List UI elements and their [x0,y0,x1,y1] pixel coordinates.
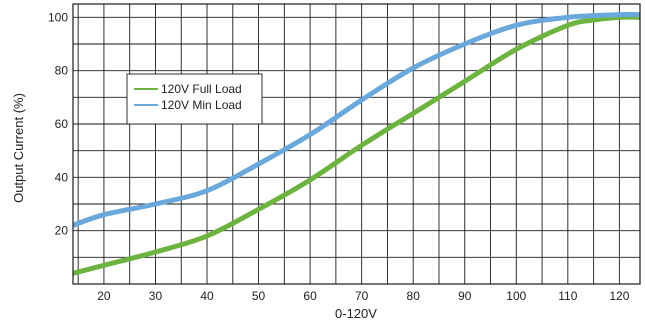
legend: 120V Full Load 120V Min Load [126,73,263,125]
series-line-min-load [73,11,640,228]
series-lines [73,11,640,276]
y-tick-label: 20 [55,224,69,238]
x-tick-labels: 20 30 40 50 60 70 80 90 100 110 120 [97,289,629,303]
x-tick-label: 50 [252,289,266,303]
x-axis-title: 0-120V [335,306,377,321]
y-tick-label: 80 [55,64,69,78]
y-tick-label: 100 [48,10,68,24]
legend-label-min-load: 120V Min Load [161,98,242,112]
y-tick-label: 60 [55,117,69,131]
x-tick-label: 120 [609,289,629,303]
series-line-full-load [73,14,640,276]
x-tick-label: 80 [407,289,421,303]
y-tick-labels: 20 40 60 80 100 [48,10,68,237]
x-tick-label: 100 [506,289,526,303]
y-axis-title: Output Current (%) [11,93,26,203]
y-tick-label: 40 [55,170,69,184]
legend-box [126,73,263,125]
x-tick-label: 110 [558,289,577,303]
x-tick-label: 20 [97,289,111,303]
x-tick-label: 70 [355,289,369,303]
x-tick-label: 30 [149,289,163,303]
x-tick-label: 60 [303,289,317,303]
x-tick-label: 40 [200,289,214,303]
legend-label-full-load: 120V Full Load [161,82,242,96]
x-tick-label: 90 [458,289,472,303]
grid [73,4,640,284]
plot-frame [72,3,641,285]
